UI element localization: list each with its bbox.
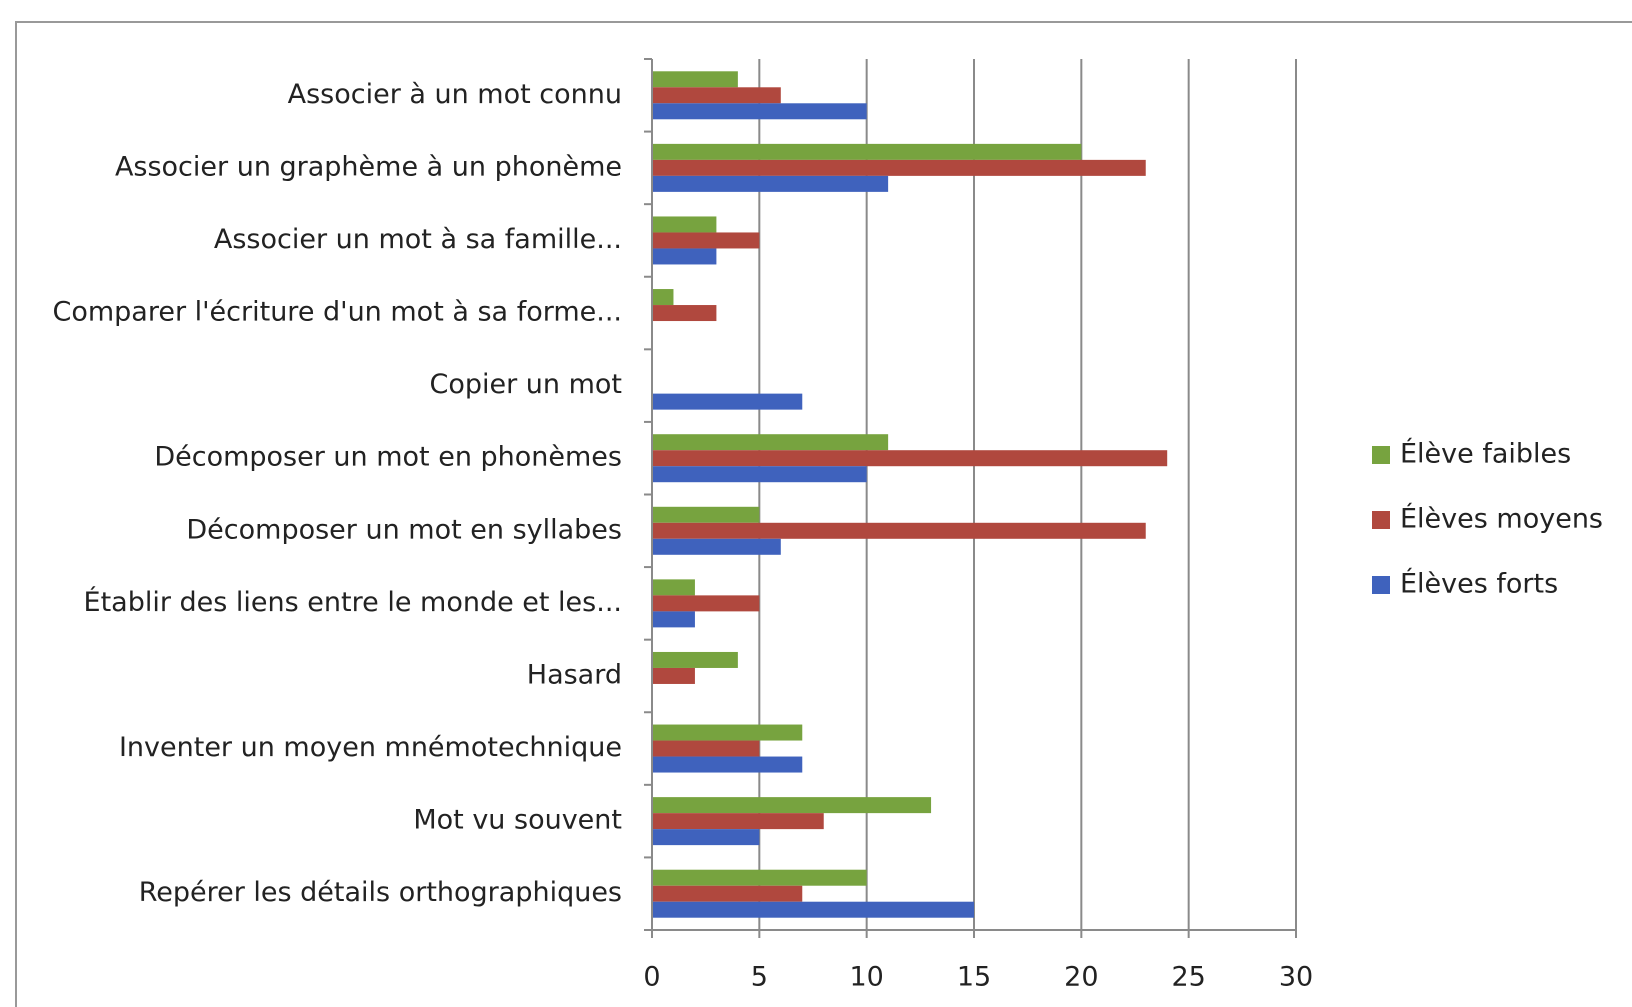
bar — [652, 248, 717, 265]
bar — [652, 466, 867, 483]
y-tick-label: Décomposer un mot en phonèmes — [154, 442, 622, 473]
bar — [652, 740, 760, 757]
bar — [652, 159, 1146, 176]
y-tick-label: Associer à un mot connu — [288, 79, 622, 110]
x-tick-label: 10 — [849, 962, 883, 993]
bar — [652, 667, 695, 684]
y-tick-label: Hasard — [527, 659, 622, 690]
chart-frame — [15, 21, 1632, 1007]
x-tick-label: 25 — [1171, 962, 1205, 993]
y-tick-label: Associer un graphème à un phonème — [115, 151, 622, 182]
x-tick-label: 5 — [751, 962, 768, 993]
bar — [652, 71, 738, 88]
x-tick-label: 30 — [1279, 962, 1313, 993]
y-tick-label: Copier un mot — [429, 369, 622, 400]
bar — [652, 901, 974, 918]
bar — [652, 756, 803, 773]
y-tick-label: Repérer les détails orthographiques — [139, 877, 622, 908]
x-tick-label: 15 — [957, 962, 991, 993]
bar — [652, 611, 695, 628]
bar — [652, 538, 781, 555]
bar — [652, 175, 889, 192]
bar — [652, 506, 760, 523]
bar — [652, 87, 781, 104]
legend-label: Élèves moyens — [1400, 503, 1603, 535]
y-tick-label: Comparer l'écriture d'un mot à sa forme.… — [52, 297, 622, 328]
bar — [652, 450, 1168, 467]
x-tick-label: 0 — [643, 962, 660, 993]
legend-swatch — [1372, 576, 1390, 594]
bar — [652, 724, 803, 741]
bar — [652, 393, 803, 410]
bar — [652, 103, 867, 120]
legend-label: Élèves forts — [1400, 568, 1558, 600]
bar — [652, 869, 867, 886]
bar — [652, 143, 1082, 160]
legend-swatch — [1372, 511, 1390, 529]
legend-label: Élève faibles — [1400, 438, 1571, 470]
y-tick-label: Inventer un moyen mnémotechnique — [119, 732, 622, 763]
y-tick-label: Associer un mot à sa famille... — [214, 224, 622, 255]
bar — [652, 289, 674, 306]
bar — [652, 797, 932, 814]
bar — [652, 651, 738, 668]
bar — [652, 885, 803, 902]
bar — [652, 434, 889, 451]
x-tick-label: 20 — [1064, 962, 1098, 993]
bar — [652, 829, 760, 846]
bar — [652, 232, 760, 249]
y-tick-label: Établir des liens entre le monde et les.… — [84, 586, 622, 618]
bar — [652, 595, 760, 612]
bar — [652, 813, 824, 830]
legend-swatch — [1372, 446, 1390, 464]
bar — [652, 216, 717, 233]
bar — [652, 305, 717, 322]
y-tick-label: Décomposer un mot en syllabes — [186, 514, 622, 545]
bar — [652, 522, 1146, 539]
bar — [652, 579, 695, 596]
y-tick-label: Mot vu souvent — [413, 805, 622, 836]
